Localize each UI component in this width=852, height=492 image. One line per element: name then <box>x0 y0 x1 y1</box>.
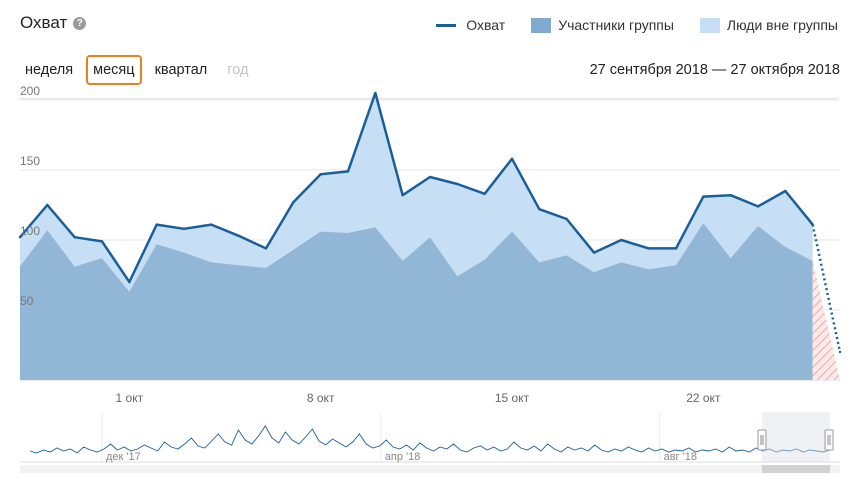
x-tick-label: 1 окт <box>116 391 144 405</box>
reach-point <box>729 194 732 197</box>
reach-point <box>46 203 49 207</box>
x-tick-label: 22 окт <box>686 391 721 405</box>
reach-point <box>456 182 459 186</box>
reach-point <box>483 192 486 195</box>
reach-line <box>19 91 814 284</box>
period-quarter-button[interactable]: квартал <box>154 62 208 78</box>
legend-label-reach: Охват <box>466 17 506 33</box>
navigator-selection <box>762 412 830 462</box>
area-members <box>20 223 813 380</box>
reach-point <box>756 205 760 208</box>
reach-point <box>292 201 295 204</box>
reach-point <box>128 280 131 284</box>
navigator-scrollbar-thumb[interactable] <box>762 465 830 473</box>
area-incomplete <box>812 261 840 380</box>
question-icon[interactable]: ? <box>73 16 87 30</box>
period-year-button: год <box>227 62 249 78</box>
legend-item-members[interactable]: Участники группы <box>531 17 674 33</box>
date-range: 27 сентября 2018 — 27 октября 2018 <box>589 62 840 78</box>
reach-point <box>100 240 104 243</box>
reach-point <box>647 247 650 250</box>
reach-point <box>319 173 322 176</box>
reach-point <box>811 223 814 226</box>
reach-point <box>592 251 596 254</box>
chart-title-text: Охват <box>20 13 68 32</box>
navigator-handle-left[interactable] <box>757 429 767 451</box>
reach-point <box>838 350 842 354</box>
reach-point <box>401 194 404 197</box>
reach-point <box>264 247 268 250</box>
reach-point <box>374 91 377 95</box>
navigator-line <box>29 425 831 454</box>
reach-line-incomplete <box>811 224 842 353</box>
navigator-label: апр '18 <box>385 451 421 463</box>
navigator-label: дек '17 <box>106 451 141 463</box>
reach-point <box>18 236 22 239</box>
period-month-button[interactable]: месяц <box>86 55 142 85</box>
legend-item-nonmembers[interactable]: Люди вне группы <box>699 17 838 33</box>
y-tick-label: 200 <box>20 84 40 98</box>
legend-swatch-members <box>531 17 552 33</box>
x-tick-label: 8 окт <box>307 391 335 405</box>
period-selector: неделя месяц квартал год <box>18 55 261 85</box>
x-tick-label: 15 окт <box>495 391 530 405</box>
navigator-scrollbar-track <box>20 465 840 473</box>
reach-point <box>674 247 678 250</box>
reach-point <box>510 157 514 160</box>
y-tick-label: 100 <box>20 224 40 238</box>
reach-point <box>538 208 541 211</box>
legend-item-reach[interactable]: Охват <box>436 17 505 33</box>
legend-label-nonmembers: Люди вне группы <box>726 17 838 33</box>
y-tick-label: 150 <box>20 154 40 168</box>
navigator-label: авг '18 <box>664 451 697 463</box>
reach-point <box>210 223 213 226</box>
reach-point <box>428 175 432 179</box>
reach-point <box>182 227 186 230</box>
header-divider <box>20 98 838 99</box>
reach-point <box>237 234 240 237</box>
legend-swatch-reach <box>436 23 457 27</box>
legend-label-members: Участники группы <box>558 17 674 33</box>
period-week-button[interactable]: неделя <box>25 62 74 78</box>
chart-title: Охват ? <box>20 13 87 33</box>
legend-swatch-nonmembers <box>699 17 720 33</box>
reach-point <box>702 195 705 198</box>
navigator-handle-right[interactable] <box>824 429 834 451</box>
chart-legend: Охват Участники группы Люди вне группы <box>410 17 838 33</box>
reach-point <box>784 189 787 193</box>
reach-point <box>565 217 568 221</box>
reach-point <box>620 238 623 242</box>
reach-point <box>73 236 76 239</box>
reach-point <box>346 170 350 173</box>
y-tick-label: 50 <box>20 294 34 308</box>
reach-point <box>155 223 158 226</box>
